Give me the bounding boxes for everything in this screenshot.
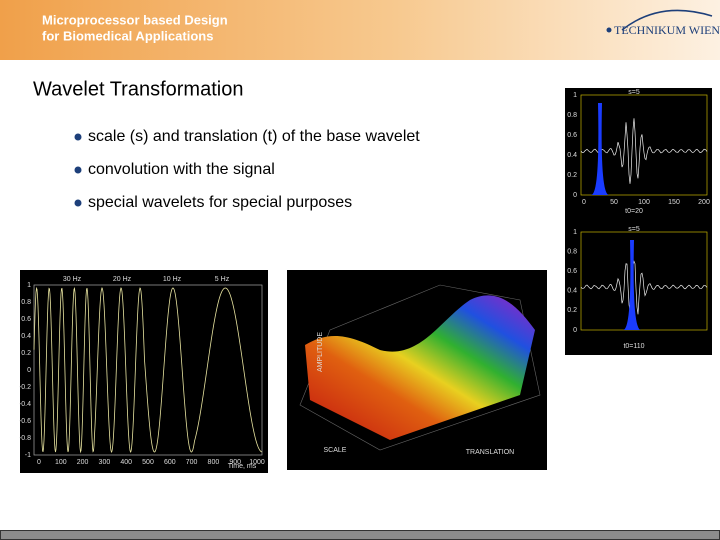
y-tick-label: 0.2 [567, 172, 577, 179]
y-tick-label: 0.8 [21, 299, 31, 306]
logo: TECHNIKUM WIEN [614, 23, 720, 37]
y-tick-label: 0.6 [567, 132, 577, 139]
x-tick-label: 100 [55, 459, 67, 466]
bullet-text: special wavelets for special purposes [88, 194, 352, 211]
y-tick-label: 0.6 [21, 316, 31, 323]
y-tick-label: 0.4 [567, 152, 577, 159]
x-axis-label: Time, ms [228, 463, 257, 470]
header-title: Microprocessor based Design [42, 12, 228, 27]
y-tick-label: -0.6 [19, 418, 31, 425]
y-tick-label: -0.2 [19, 384, 31, 391]
x-tick-label: 150 [668, 199, 680, 206]
bullet-dot [75, 200, 82, 207]
x-label: t0=20 [625, 208, 643, 215]
y-tick-label: 1 [573, 229, 577, 236]
frequency-label: 30 Hz [63, 276, 82, 283]
footer-bar [1, 531, 720, 540]
bullet-text: convolution with the signal [88, 161, 275, 178]
frequency-label: 10 Hz [163, 276, 182, 283]
y-tick-label: 0.8 [567, 112, 577, 119]
y-tick-label: -0.4 [19, 401, 31, 408]
y-tick-label: 1 [27, 282, 31, 289]
x-axis-label: SCALE [324, 447, 347, 454]
x-tick-label: 400 [120, 459, 132, 466]
slide-title: Wavelet Transformation [33, 78, 243, 100]
x-tick-label: 300 [99, 459, 111, 466]
bullet-text: scale (s) and translation (t) of the bas… [88, 128, 420, 145]
panel-label: s=5 [628, 226, 640, 233]
x-label: t0=110 [623, 343, 644, 350]
bullet-list: scale (s) and translation (t) of the bas… [75, 128, 421, 211]
y-tick-label: 0 [27, 367, 31, 374]
panel-label: s=5 [628, 89, 640, 96]
frequency-label: 20 Hz [113, 276, 132, 283]
x-tick-label: 100 [638, 199, 650, 206]
x-tick-label: 200 [77, 459, 89, 466]
y-tick-label: 0.4 [567, 288, 577, 295]
x-tick-label: 50 [610, 199, 618, 206]
y-tick-label: 0.8 [567, 248, 577, 255]
logo-dot [607, 28, 612, 33]
signal-figure [20, 270, 268, 473]
z-axis-label: AMPLITUDE [317, 332, 324, 372]
y-tick-label: 1 [573, 92, 577, 99]
x-tick-label: 500 [142, 459, 154, 466]
x-tick-label: 800 [208, 459, 220, 466]
x-tick-label: 600 [164, 459, 176, 466]
y-tick-label: 0.4 [21, 333, 31, 340]
y-axis-label: TRANSLATION [466, 449, 515, 456]
y-tick-label: 0.2 [21, 350, 31, 357]
x-tick-label: 0 [37, 459, 41, 466]
bullet-dot [75, 134, 82, 141]
bullet-dot [75, 167, 82, 174]
x-tick-label: 200 [698, 199, 710, 206]
x-tick-label: 0 [582, 199, 586, 206]
y-tick-label: 0.6 [567, 268, 577, 275]
wavelet-figure [565, 88, 712, 355]
y-tick-label: 0.2 [567, 307, 577, 314]
y-tick-label: -0.8 [19, 435, 31, 442]
y-tick-label: -1 [25, 452, 31, 459]
y-tick-label: 0 [573, 192, 577, 199]
frequency-label: 5 Hz [215, 276, 230, 283]
header-title: for Biomedical Applications [42, 28, 213, 43]
y-tick-label: 0 [573, 327, 577, 334]
x-tick-label: 700 [186, 459, 198, 466]
